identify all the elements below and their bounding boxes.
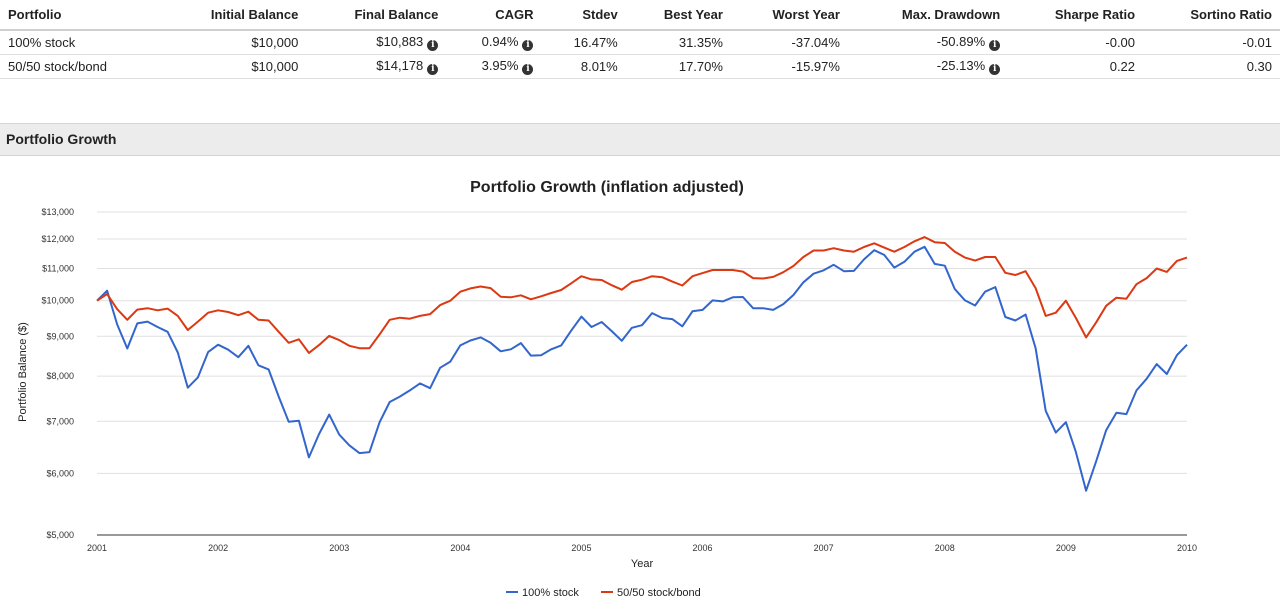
x-tick-label: 2007 — [814, 543, 834, 553]
portfolio-growth-chart: Portfolio Growth (inflation adjusted) $5… — [17, 179, 1197, 599]
col-sortino-ratio[interactable]: Sortino Ratio — [1143, 0, 1280, 31]
col-worst-year[interactable]: Worst Year — [730, 0, 848, 31]
y-axis-label: Portfolio Balance ($) — [17, 322, 29, 422]
col-sharpe-ratio[interactable]: Sharpe Ratio — [1008, 0, 1144, 31]
cell-final-value: $10,883 — [376, 33, 424, 49]
y-tick-label: $5,000 — [46, 530, 74, 540]
cell-final-value: $14,178 — [376, 57, 424, 73]
cell-sortino: -0.01 — [1143, 30, 1280, 55]
cell-portfolio: 100% stock — [0, 30, 162, 55]
cell-final: $10,883 i — [306, 30, 447, 55]
cell-cagr: 3.95% i — [446, 54, 542, 79]
x-tick-label: 2004 — [450, 543, 470, 553]
cell-best: 17.70% — [625, 54, 731, 79]
cell-stdev: 16.47% — [541, 30, 626, 55]
cell-cagr-value: 0.94% — [481, 33, 519, 49]
x-tick-label: 2010 — [1177, 543, 1197, 553]
cell-sortino: 0.30 — [1143, 54, 1280, 79]
cell-worst: -15.97% — [730, 54, 848, 79]
table-row: 100% stock $10,000 $10,883 i 0.94% i 16.47… — [0, 30, 1280, 55]
series-lines — [96, 236, 1188, 492]
x-tick-label: 2006 — [693, 543, 713, 553]
x-tick-label: 2005 — [571, 543, 591, 553]
cell-initial: $10,000 — [161, 30, 307, 55]
x-axis-ticks: 2001 2002 2003 2004 2005 2006 2007 2008 2009 2010 — [87, 543, 1197, 553]
info-circle-icon[interactable]: i — [522, 63, 534, 75]
col-stdev[interactable]: Stdev — [541, 0, 626, 31]
info-circle-icon[interactable]: i — [427, 63, 439, 75]
y-tick-label: $12,000 — [41, 234, 74, 244]
col-max-drawdown[interactable]: Max. Drawdown — [847, 0, 1009, 31]
info-circle-icon[interactable]: i — [989, 63, 1001, 75]
y-tick-label: $7,000 — [46, 416, 74, 426]
cell-sharpe: -0.00 — [1008, 30, 1144, 55]
legend-label: 100% stock — [522, 587, 579, 599]
table-row: 50/50 stock/bond $10,000 $14,178 i 3.95% i… — [0, 54, 1280, 79]
x-tick-label: 2001 — [87, 543, 107, 553]
cell-worst: -37.04% — [730, 30, 848, 55]
col-best-year[interactable]: Best Year — [625, 0, 731, 31]
section-header: Portfolio Growth — [0, 123, 1280, 156]
col-portfolio[interactable]: Portfolio — [0, 0, 162, 31]
series-line-stock — [96, 245, 1188, 492]
stats-table: Portfolio Initial Balance Final Balance … — [0, 0, 1280, 79]
info-circle-icon[interactable]: i — [522, 39, 534, 51]
info-circle-icon[interactable]: i — [989, 39, 1001, 51]
y-tick-label: $13,000 — [41, 207, 74, 217]
table-header-row: Portfolio Initial Balance Final Balance … — [0, 0, 1280, 31]
y-tick-label: $10,000 — [41, 296, 74, 306]
chart-title: Portfolio Growth (inflation adjusted) — [470, 179, 744, 196]
cell-sharpe: 0.22 — [1008, 54, 1144, 79]
y-tick-label: $8,000 — [46, 371, 74, 381]
cell-stdev: 8.01% — [541, 54, 626, 79]
y-tick-label: $11,000 — [42, 263, 74, 273]
section-title: Portfolio Growth — [6, 131, 117, 147]
y-tick-label: $6,000 — [46, 468, 74, 478]
cell-initial: $10,000 — [161, 54, 307, 79]
cell-drawdown: -50.89% i — [847, 30, 1009, 55]
x-tick-label: 2002 — [208, 543, 228, 553]
col-initial-balance[interactable]: Initial Balance — [161, 0, 307, 31]
cell-best: 31.35% — [625, 30, 731, 55]
col-final-balance[interactable]: Final Balance — [306, 0, 447, 31]
cell-final: $14,178 i — [306, 54, 447, 79]
info-circle-icon[interactable]: i — [427, 39, 439, 51]
chart-grid — [97, 211, 1187, 536]
cell-cagr-value: 3.95% — [481, 57, 519, 73]
cell-drawdown: -25.13% i — [847, 54, 1009, 79]
cell-drawdown-value: -25.13% — [936, 57, 986, 73]
cell-cagr: 0.94% i — [446, 30, 542, 55]
y-axis-ticks: $5,000 $6,000 $7,000 $8,000 $9,000 $10,000 $11… — [41, 207, 74, 540]
chart-legend: 100% stock 50/50 stock/bond — [506, 587, 701, 599]
x-tick-label: 2009 — [1056, 543, 1076, 553]
y-tick-label: $9,000 — [46, 331, 74, 341]
legend-label: 50/50 stock/bond — [617, 587, 701, 599]
cell-drawdown-value: -50.89% — [936, 33, 986, 49]
series-line-stock-bond — [96, 236, 1188, 354]
x-axis-label: Year — [631, 558, 654, 570]
x-tick-label: 2008 — [935, 543, 955, 553]
x-tick-label: 2003 — [329, 543, 349, 553]
cell-portfolio: 50/50 stock/bond — [0, 54, 162, 79]
col-cagr[interactable]: CAGR — [446, 0, 542, 31]
